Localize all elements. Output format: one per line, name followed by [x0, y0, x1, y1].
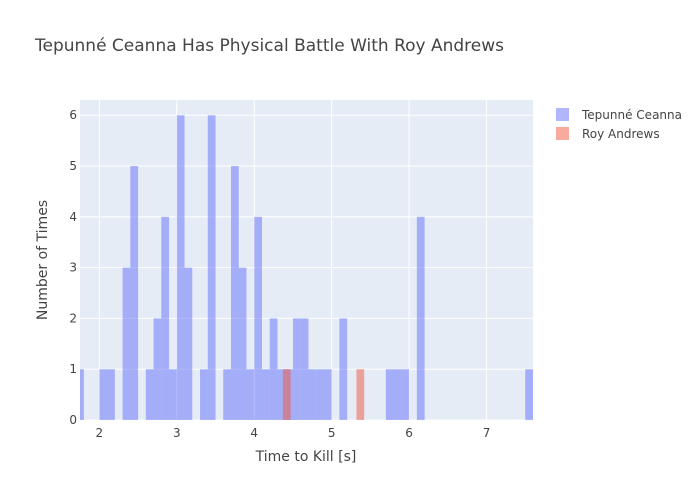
bar-series0-22 — [292, 318, 301, 420]
legend-swatch-0 — [556, 108, 569, 121]
bar-series0-3 — [122, 267, 131, 420]
bar-series0-20 — [277, 369, 286, 420]
x-tick-label-1: 3 — [173, 426, 181, 440]
bar-series0-25 — [316, 369, 324, 420]
x-tick-label-5: 7 — [483, 426, 491, 440]
bar-series0-1 — [99, 369, 108, 420]
y-tick-label-4: 4 — [69, 210, 77, 224]
bar-series0-26 — [323, 369, 332, 420]
bar-series0-18 — [261, 369, 270, 420]
bar-series0-5 — [145, 369, 154, 420]
bar-series0-14 — [231, 166, 239, 420]
bar-series0-24 — [308, 369, 317, 420]
bar-series0-11 — [200, 369, 208, 420]
bar-series1-1 — [356, 369, 365, 420]
y-tick-label-5: 5 — [69, 159, 77, 173]
bar-series0-0 — [80, 369, 84, 420]
bar-series0-19 — [269, 318, 278, 420]
bar-series0-13 — [223, 369, 231, 420]
x-tick-label-4: 6 — [405, 426, 413, 440]
legend-item-0[interactable]: Tepunné Ceanna — [556, 108, 682, 122]
y-axis-label: Number of Times — [35, 200, 51, 320]
bar-series0-29 — [393, 369, 402, 420]
bar-series0-9 — [176, 115, 185, 420]
bar-series0-17 — [254, 216, 262, 420]
bar-series0-8 — [169, 369, 177, 420]
legend-item-1[interactable]: Roy Andrews — [556, 127, 660, 141]
legend-swatch-1 — [556, 127, 569, 140]
bar-series0-7 — [161, 216, 170, 420]
bar-series0-30 — [401, 369, 410, 420]
bar-series0-15 — [238, 267, 247, 420]
legend[interactable]: Tepunné Ceanna Roy Andrews — [556, 108, 682, 141]
legend-label-1: Roy Andrews — [582, 127, 660, 141]
bars — [80, 115, 533, 420]
legend-label-0: Tepunné Ceanna — [581, 108, 682, 122]
bar-series0-2 — [107, 369, 115, 420]
y-ticks: 0 1 2 3 4 5 6 — [69, 108, 77, 427]
x-tick-label-2: 4 — [250, 426, 258, 440]
y-tick-label-3: 3 — [69, 261, 77, 275]
x-tick-label-0: 2 — [96, 426, 104, 440]
bar-series0-12 — [207, 115, 216, 420]
bar-series0-31 — [416, 216, 425, 420]
bar-series0-28 — [385, 369, 394, 420]
bar-series0-6 — [153, 318, 162, 420]
bar-series0-23 — [300, 318, 309, 420]
x-ticks: 2 3 4 5 6 7 — [96, 426, 491, 440]
bar-series0-32 — [525, 369, 533, 420]
y-tick-label-6: 6 — [69, 108, 77, 122]
y-tick-label-1: 1 — [69, 362, 77, 376]
bar-series0-4 — [130, 166, 139, 420]
bar-series0-16 — [246, 369, 255, 420]
bar-series1-0 — [282, 369, 291, 420]
chart-title: Tepunné Ceanna Has Physical Battle With … — [34, 36, 504, 56]
bar-series0-10 — [184, 267, 193, 420]
x-axis-label: Time to Kill [s] — [255, 449, 357, 465]
y-tick-label-0: 0 — [69, 413, 77, 427]
gridlines — [80, 100, 533, 421]
y-tick-label-2: 2 — [69, 311, 77, 325]
x-tick-label-3: 5 — [328, 426, 336, 440]
bar-series0-27 — [339, 318, 348, 420]
